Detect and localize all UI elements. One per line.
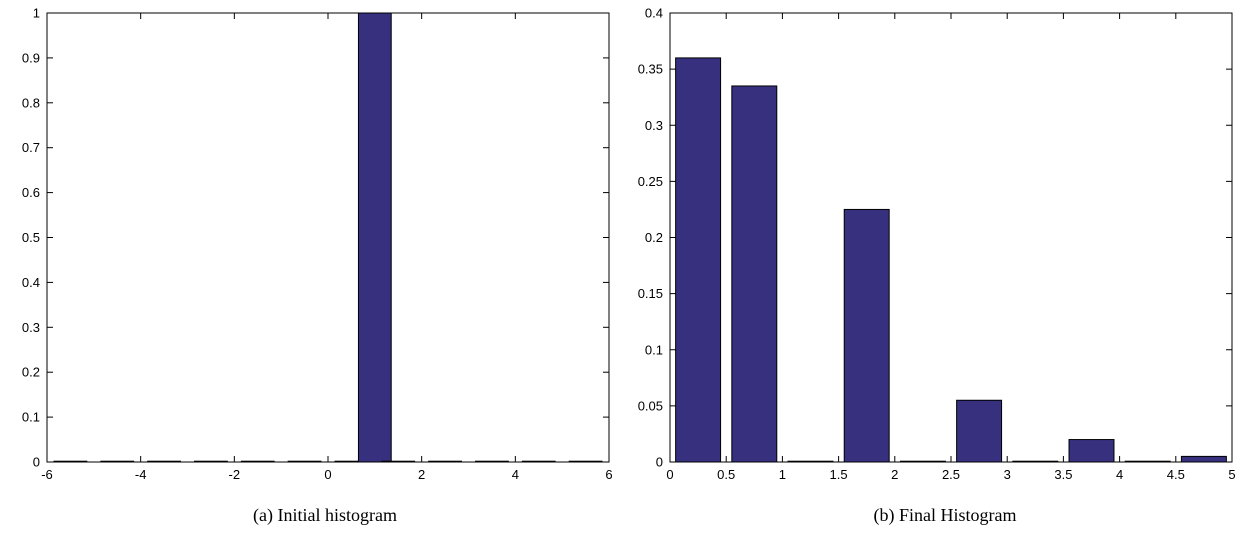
y-tick-label: 0.2	[22, 365, 40, 380]
x-tick-label: 0	[666, 467, 673, 482]
y-tick-label: 0	[656, 455, 663, 470]
x-tick-label: 0.5	[717, 467, 735, 482]
y-tick-label: 0.1	[22, 410, 40, 425]
bar	[1068, 439, 1115, 463]
bar	[675, 57, 722, 463]
y-tick-label: 0.9	[22, 50, 40, 65]
y-tick-label: 0.35	[638, 62, 663, 77]
bar	[956, 399, 1003, 463]
y-tick-label: 0.2	[645, 230, 663, 245]
caption-final-histogram: (b) Final Histogram	[873, 505, 1017, 525]
x-tick-label: 4	[1116, 467, 1123, 482]
x-tick-label: -4	[135, 467, 147, 482]
y-tick-label: 0.25	[638, 174, 663, 189]
x-tick-label: 2	[418, 467, 425, 482]
x-tick-label: -2	[229, 467, 241, 482]
x-tick-label: 4	[512, 467, 519, 482]
y-tick-label: 0.5	[22, 230, 40, 245]
bar	[731, 85, 778, 463]
y-tick-label: 0.3	[645, 118, 663, 133]
x-tick-label: 3	[1004, 467, 1011, 482]
y-tick-label: 0	[33, 455, 40, 470]
y-tick-label: 0.6	[22, 185, 40, 200]
x-tick-label: 2	[891, 467, 898, 482]
x-tick-label: 3.5	[1054, 467, 1072, 482]
x-tick-label: 1	[779, 467, 786, 482]
y-tick-label: 0.05	[638, 398, 663, 413]
y-tick-label: 1	[33, 6, 40, 21]
bar	[843, 208, 890, 463]
x-tick-label: 5	[1228, 467, 1235, 482]
y-tick-label: 0.3	[22, 320, 40, 335]
y-tick-label: 0.4	[645, 6, 663, 21]
final-histogram-chart: 0 0.5 1 1.5 2 2.5 3 3.5 4 4.5 5 0 0.05 0.1 0.15 0.2 0.25…	[638, 6, 1236, 483]
y-tick-label: 0.4	[22, 275, 40, 290]
initial-histogram-chart: -6 -4 -2 0 2 4 6 0 0.1 0.2 0.3 0.4 0.5 0.6 0.7 0.8 0.9 1	[22, 6, 613, 483]
bar	[357, 12, 392, 463]
x-tick-label: -6	[41, 467, 53, 482]
x-tick-label: 2.5	[942, 467, 960, 482]
y-tick-label: 0.1	[645, 342, 663, 357]
y-tick-label: 0.15	[638, 286, 663, 301]
x-tick-label: 6	[605, 467, 612, 482]
y-tick-label: 0.7	[22, 140, 40, 155]
x-tick-label: 0	[324, 467, 331, 482]
bar	[1180, 455, 1227, 463]
caption-initial-histogram: (a) Initial histogram	[253, 505, 397, 525]
x-tick-label: 4.5	[1167, 467, 1185, 482]
x-tick-label: 1.5	[830, 467, 848, 482]
y-tick-label: 0.8	[22, 95, 40, 110]
